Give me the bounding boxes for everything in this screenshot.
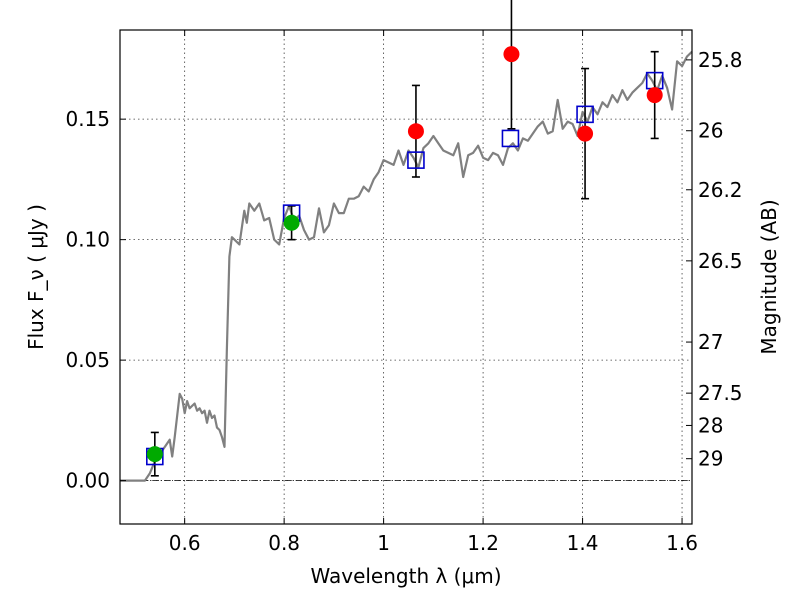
x-tick-label: 1.6 [666,531,698,555]
data-layer [120,0,693,482]
y-tick-label: 0.00 [65,469,110,493]
measured-point [503,46,520,63]
y-tick-label: 0.10 [65,228,110,252]
magnitude-tick-label: 25.8 [698,48,743,72]
magnitude-tick-label: 26 [698,119,723,143]
model-photometry-square [407,151,425,169]
magnitude-tick-label: 28 [698,413,723,437]
y-tick-label: 0.15 [65,107,110,131]
x-tick-label: 0.6 [169,531,201,555]
model-spectrum-line [120,50,693,482]
x-tick-label: 1.2 [467,531,499,555]
measured-point [646,87,663,104]
x-tick-label: 1.4 [567,531,599,555]
x-tick-label: 1 [377,531,390,555]
detected-point [146,446,163,463]
magnitude-tick-label: 27.5 [698,381,743,405]
magnitude-tick-label: 27 [698,330,723,354]
magnitude-tick-label: 29 [698,447,723,471]
detected-point [283,214,300,231]
y-tick-label: 0.05 [65,348,110,372]
x-axis-label: Wavelength λ (μm) [310,564,501,588]
plot-frame [119,29,693,525]
measured-point [577,125,594,142]
measured-point [407,123,424,140]
model-photometry-square [501,129,520,148]
y-axis-right-label: Magnitude (AB) [757,199,781,354]
model-photometry-square [576,105,594,124]
x-tick-label: 0.8 [268,531,300,555]
tick-marks [120,30,692,524]
magnitude-tick-label: 26.5 [698,249,743,273]
grid-lines [120,30,692,524]
y-axis-label: Flux F_ν ( μJy ) [24,204,48,350]
magnitude-tick-label: 26.2 [698,178,743,202]
tick-labels: 0.6 0.8 1 1.2 1.4 1.6 0.00 0.05 0.10 0.15 25.8 26 26… [65,48,742,555]
